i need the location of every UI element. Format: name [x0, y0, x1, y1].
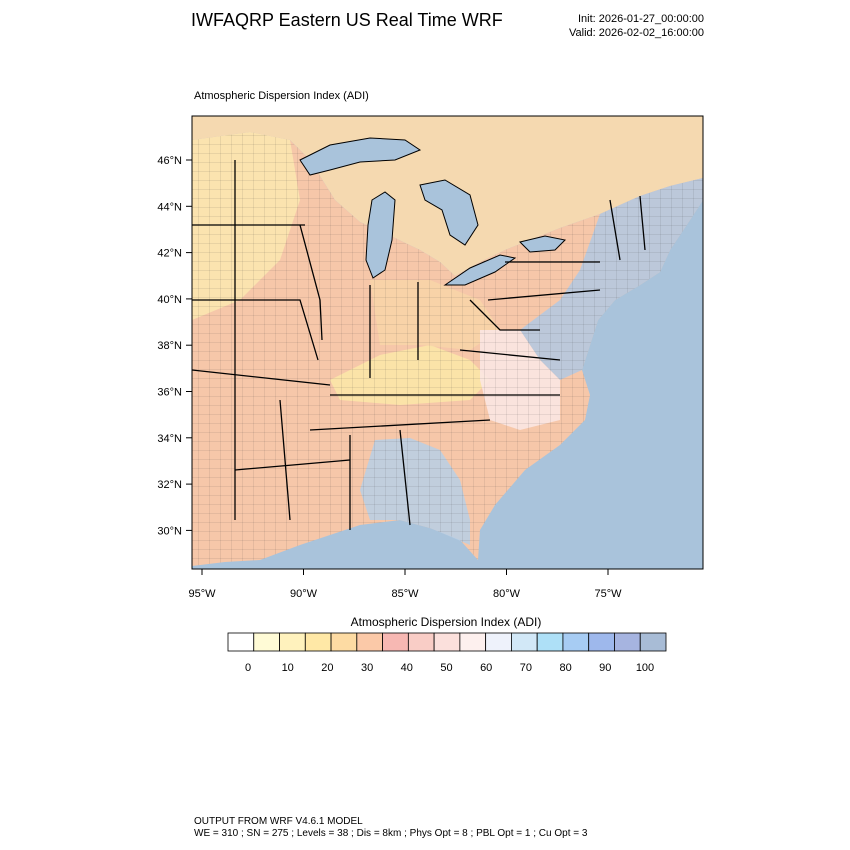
valid-time: Valid: 2026-02-02_16:00:00: [569, 27, 704, 39]
colorbar-swatch: [588, 632, 615, 652]
lon-label: 75°W: [594, 588, 622, 600]
colorbar-title: Atmospheric Dispersion Index (ADI): [350, 615, 542, 629]
colorbar-label: 80: [559, 662, 571, 674]
lat-label: 38°N: [157, 340, 182, 352]
colorbar-swatch: [407, 632, 435, 652]
model-info-line1: OUTPUT FROM WRF V4.6.1 MODEL: [194, 816, 363, 827]
colorbar-label: 0: [245, 662, 251, 674]
lat-label: 30°N: [157, 525, 182, 537]
lake-erie: [443, 254, 517, 286]
lat-label: 32°N: [157, 479, 182, 491]
lake-ontario: [519, 235, 567, 253]
colorbar-label: 10: [282, 662, 294, 674]
colorbar-label: 20: [321, 662, 333, 674]
colorbar-swatch: [639, 632, 667, 652]
colorbar-swatch: [536, 632, 564, 652]
lon-label: 95°W: [188, 588, 216, 600]
colorbar-swatch: [253, 632, 280, 652]
colorbar-label: 50: [440, 662, 452, 674]
colorbar-label: 70: [520, 662, 532, 674]
map-frame: [191, 115, 704, 570]
colorbar-label: 40: [401, 662, 413, 674]
colorbar-swatch: [382, 632, 409, 652]
colorbar-swatch: [614, 632, 641, 652]
model-info-line2: WE = 310 ; SN = 275 ; Levels = 38 ; Dis …: [194, 828, 588, 839]
colorbar-swatch: [562, 632, 590, 652]
page-title: IWFAQRP Eastern US Real Time WRF: [191, 10, 503, 30]
lat-label: 44°N: [157, 201, 182, 213]
colorbar-label: 30: [361, 662, 373, 674]
lake-superior: [299, 137, 422, 176]
colorbar-swatch: [227, 632, 255, 652]
lake-huron: [419, 179, 479, 246]
colorbar-label: 60: [480, 662, 492, 674]
map-subtitle: Atmospheric Dispersion Index (ADI): [194, 90, 369, 102]
lat-label: 46°N: [157, 155, 182, 167]
colorbar-swatch: [356, 632, 383, 652]
colorbar-swatch: [330, 632, 358, 652]
lat-label: 42°N: [157, 248, 182, 260]
colorbar-swatch: [279, 632, 306, 652]
lon-label: 80°W: [493, 588, 521, 600]
lake-michigan: [365, 191, 396, 279]
lat-label: 40°N: [157, 294, 182, 306]
lat-label: 34°N: [157, 433, 182, 445]
colorbar-swatch: [304, 632, 332, 652]
colorbar-swatch: [459, 632, 487, 652]
colorbar-label: 90: [599, 662, 611, 674]
lat-label: 36°N: [157, 387, 182, 399]
lon-label: 85°W: [391, 588, 419, 600]
lon-label: 90°W: [290, 588, 318, 600]
init-time: Init: 2026-01-27_00:00:00: [578, 13, 704, 25]
colorbar-swatch: [433, 632, 461, 652]
colorbar-swatch: [511, 632, 538, 652]
colorbar-swatch: [485, 632, 512, 652]
colorbar-label: 100: [636, 662, 654, 674]
